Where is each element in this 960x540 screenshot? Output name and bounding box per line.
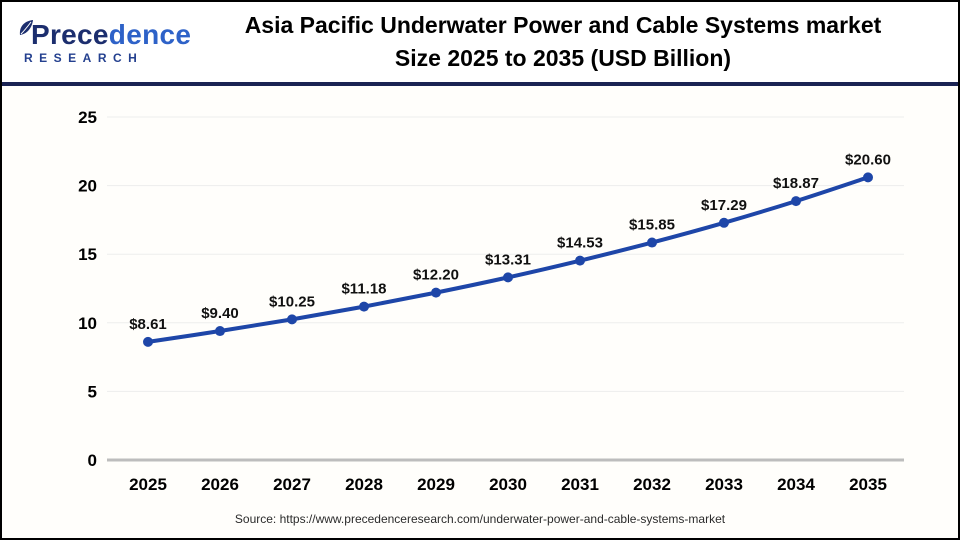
- data-point-label: $9.40: [201, 305, 239, 322]
- data-point-label: $11.18: [341, 281, 386, 298]
- y-axis-tick-label: 0: [88, 451, 97, 470]
- x-axis-tick-label: 2033: [705, 475, 743, 494]
- data-point-label: $17.29: [701, 197, 747, 214]
- data-point: [575, 255, 585, 266]
- chart-title-line1: Asia Pacific Underwater Power and Cable …: [244, 11, 882, 38]
- x-axis-tick-label: 2032: [633, 475, 671, 494]
- data-point: [503, 272, 513, 283]
- data-point-label: $18.87: [773, 175, 819, 192]
- data-point: [359, 301, 369, 312]
- data-point: [719, 217, 729, 228]
- data-point-label: $10.25: [269, 293, 315, 310]
- chart-title-line2: Size 2025 to 2035 (USD Billion): [394, 45, 732, 71]
- leaf-icon: [18, 19, 34, 41]
- data-point-label: $20.60: [845, 151, 891, 168]
- x-axis-tick-label: 2025: [129, 475, 167, 494]
- data-point: [863, 172, 873, 183]
- data-point-label: $12.20: [413, 267, 459, 284]
- x-axis-tick-label: 2035: [849, 475, 887, 494]
- data-point-label: $15.85: [629, 217, 675, 234]
- x-axis-tick-label: 2026: [201, 475, 239, 494]
- header-divider: [2, 82, 958, 86]
- data-point: [143, 336, 153, 347]
- logo-subtitle: RESEARCH: [24, 50, 144, 65]
- y-axis-tick-label: 10: [78, 314, 97, 333]
- y-axis-tick-label: 5: [88, 382, 97, 401]
- logo-brand-text: Precedence: [31, 18, 192, 50]
- y-axis-tick-label: 15: [78, 245, 97, 264]
- data-point: [215, 326, 225, 337]
- logo-brand-part2: dence: [108, 18, 192, 50]
- x-axis-tick-label: 2028: [345, 475, 383, 494]
- x-axis-tick-label: 2027: [273, 475, 311, 494]
- data-point-label: $14.53: [557, 235, 603, 252]
- y-axis-tick-label: 20: [78, 177, 97, 196]
- precedence-research-logo: Precedence RESEARCH: [2, 18, 192, 65]
- chart-region: 0 5 10 15 20 25 2025 2026 2027 2028 2029 2030 2031 20…: [2, 86, 958, 538]
- data-point: [431, 287, 441, 298]
- x-axis-tick-label: 2029: [417, 475, 455, 494]
- x-axis-tick-label: 2034: [777, 475, 815, 494]
- data-point: [647, 237, 657, 248]
- logo-brand-part1: Prece: [31, 18, 109, 50]
- y-axis-tick-label: 25: [78, 108, 97, 127]
- data-point-label: $8.61: [129, 316, 167, 333]
- x-axis-tick-label: 2030: [489, 475, 527, 494]
- chart-title: Asia Pacific Underwater Power and Cable …: [192, 9, 958, 76]
- header: Precedence RESEARCH Asia Pacific Underwa…: [2, 2, 958, 82]
- data-point: [791, 196, 801, 207]
- data-point-label: $13.31: [485, 251, 531, 268]
- data-point: [287, 314, 297, 325]
- x-axis-tick-label: 2031: [561, 475, 599, 494]
- source-text: Source: https://www.precedenceresearch.c…: [234, 512, 726, 526]
